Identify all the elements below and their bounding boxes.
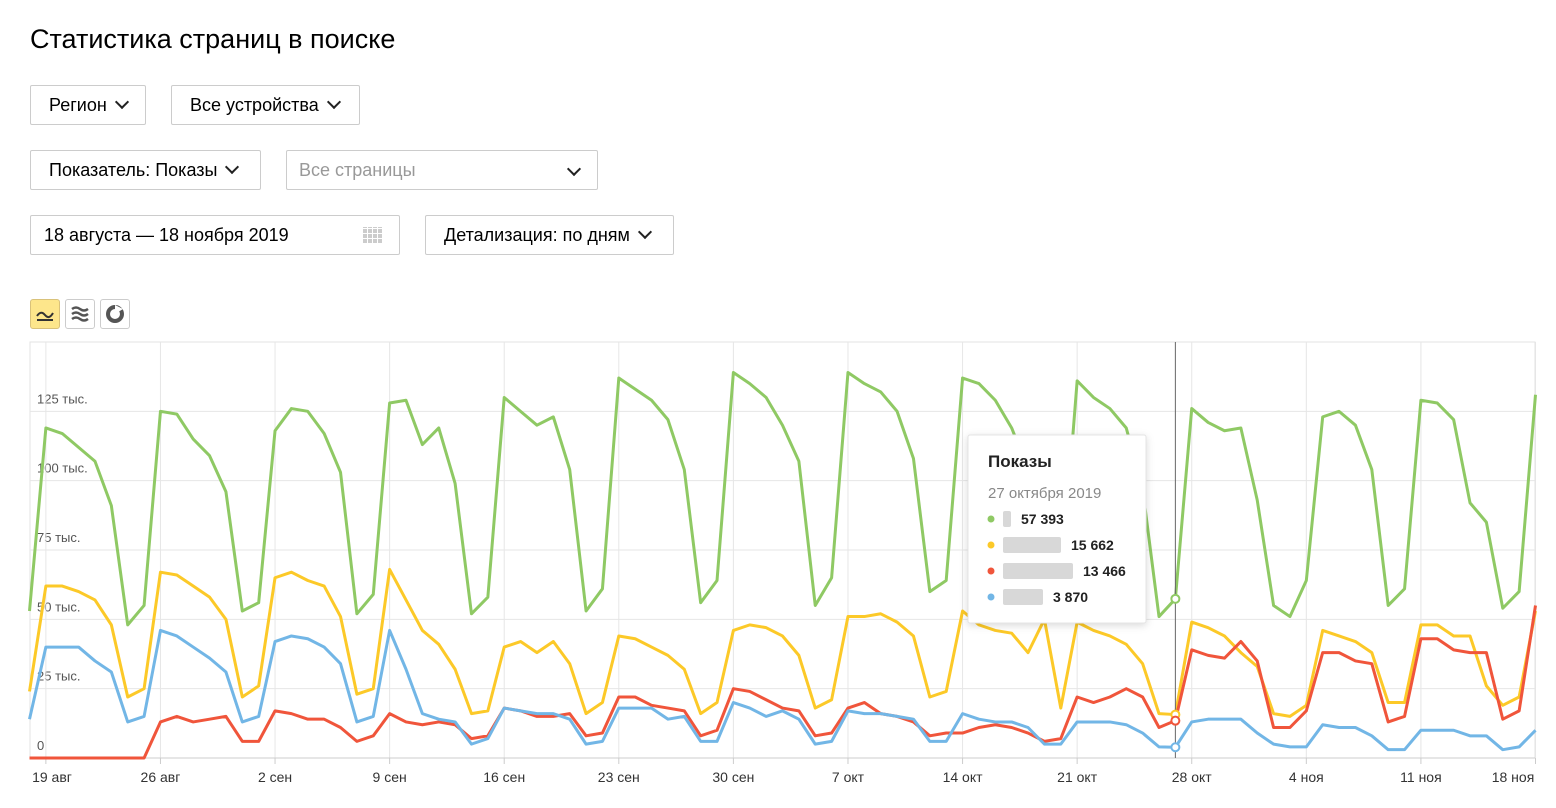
series-line xyxy=(28,567,1537,718)
label: Детализация: по дням xyxy=(444,225,630,245)
y-tick-label: 125 тыс. xyxy=(37,391,88,406)
legend-dot xyxy=(987,515,995,523)
x-tick-label: 21 окт xyxy=(1057,769,1098,785)
x-tick-label: 23 сен xyxy=(598,769,640,785)
icon xyxy=(71,306,89,322)
x-tick-label: 26 авг xyxy=(141,769,181,785)
metric-dropdown[interactable]: Показатель: Показы xyxy=(30,150,261,190)
pages-dropdown[interactable]: Все страницы xyxy=(286,150,598,190)
label: Показатель: Показы xyxy=(49,160,218,180)
tooltip: Показы 27 октября 2019 57 393 15 662 13 466 3… xyxy=(967,434,1147,624)
hover-point xyxy=(1170,715,1181,726)
legend-dot xyxy=(987,567,995,575)
tooltip-value: 57 393 xyxy=(1021,511,1064,527)
y-tick-label: 75 тыс. xyxy=(37,530,80,545)
legend-dot xyxy=(987,593,995,601)
legend-dot xyxy=(987,541,995,549)
area-chart-button[interactable] xyxy=(65,299,95,329)
tooltip-value: 15 662 xyxy=(1071,537,1114,553)
label: Регион xyxy=(49,95,107,115)
x-tick-label: 9 сен xyxy=(373,769,407,785)
y-tick-label: 0 xyxy=(37,738,44,753)
x-tick-label: 16 сен xyxy=(483,769,525,785)
placeholder: Все страницы xyxy=(299,160,416,180)
tooltip-value: 13 466 xyxy=(1083,563,1126,579)
devices-dropdown[interactable]: Все устройства xyxy=(171,85,360,125)
line-chart-button[interactable] xyxy=(30,299,60,329)
icon xyxy=(106,305,124,323)
series-line xyxy=(29,605,1537,760)
x-tick-label: 14 окт xyxy=(943,769,984,785)
label: Все устройства xyxy=(190,95,319,115)
blurred-name xyxy=(1003,563,1073,579)
y-tick-label: 25 тыс. xyxy=(37,669,80,684)
page-title: Статистика страниц в поиске xyxy=(30,24,396,54)
x-tick-label: 7 окт xyxy=(832,769,865,785)
series-line xyxy=(28,628,1537,752)
detail-dropdown[interactable]: Детализация: по дням xyxy=(425,215,674,255)
y-tick-label: 50 тыс. xyxy=(37,599,80,614)
blurred-name xyxy=(1003,537,1061,553)
x-tick-label: 11 ноя xyxy=(1400,769,1442,785)
hover-point xyxy=(1170,593,1181,604)
date-range-input[interactable]: 18 августа — 18 ноября 2019 xyxy=(30,215,400,255)
x-tick-label: 30 сен xyxy=(712,769,754,785)
region-dropdown[interactable]: Регион xyxy=(30,85,146,125)
tooltip-title: Показы xyxy=(988,452,1052,471)
pie-chart-button[interactable] xyxy=(100,299,130,329)
blurred-name xyxy=(1003,589,1043,605)
calendar-icon[interactable] xyxy=(363,227,383,243)
x-tick-label: 2 сен xyxy=(258,769,292,785)
x-tick-label: 28 окт xyxy=(1172,769,1213,785)
x-tick-label: 19 авг xyxy=(32,769,72,785)
label: 18 августа — 18 ноября 2019 xyxy=(44,225,289,245)
x-tick-label: 4 ноя xyxy=(1289,769,1324,785)
icon xyxy=(36,311,54,321)
tooltip-value: 3 870 xyxy=(1053,589,1088,605)
blurred-name xyxy=(1003,511,1011,527)
y-tick-label: 100 тыс. xyxy=(37,461,88,476)
tooltip-date: 27 октября 2019 xyxy=(988,485,1101,502)
series-line xyxy=(28,371,1537,627)
hover-point xyxy=(1170,742,1181,753)
x-tick-label: 18 ноя xyxy=(1492,769,1535,785)
